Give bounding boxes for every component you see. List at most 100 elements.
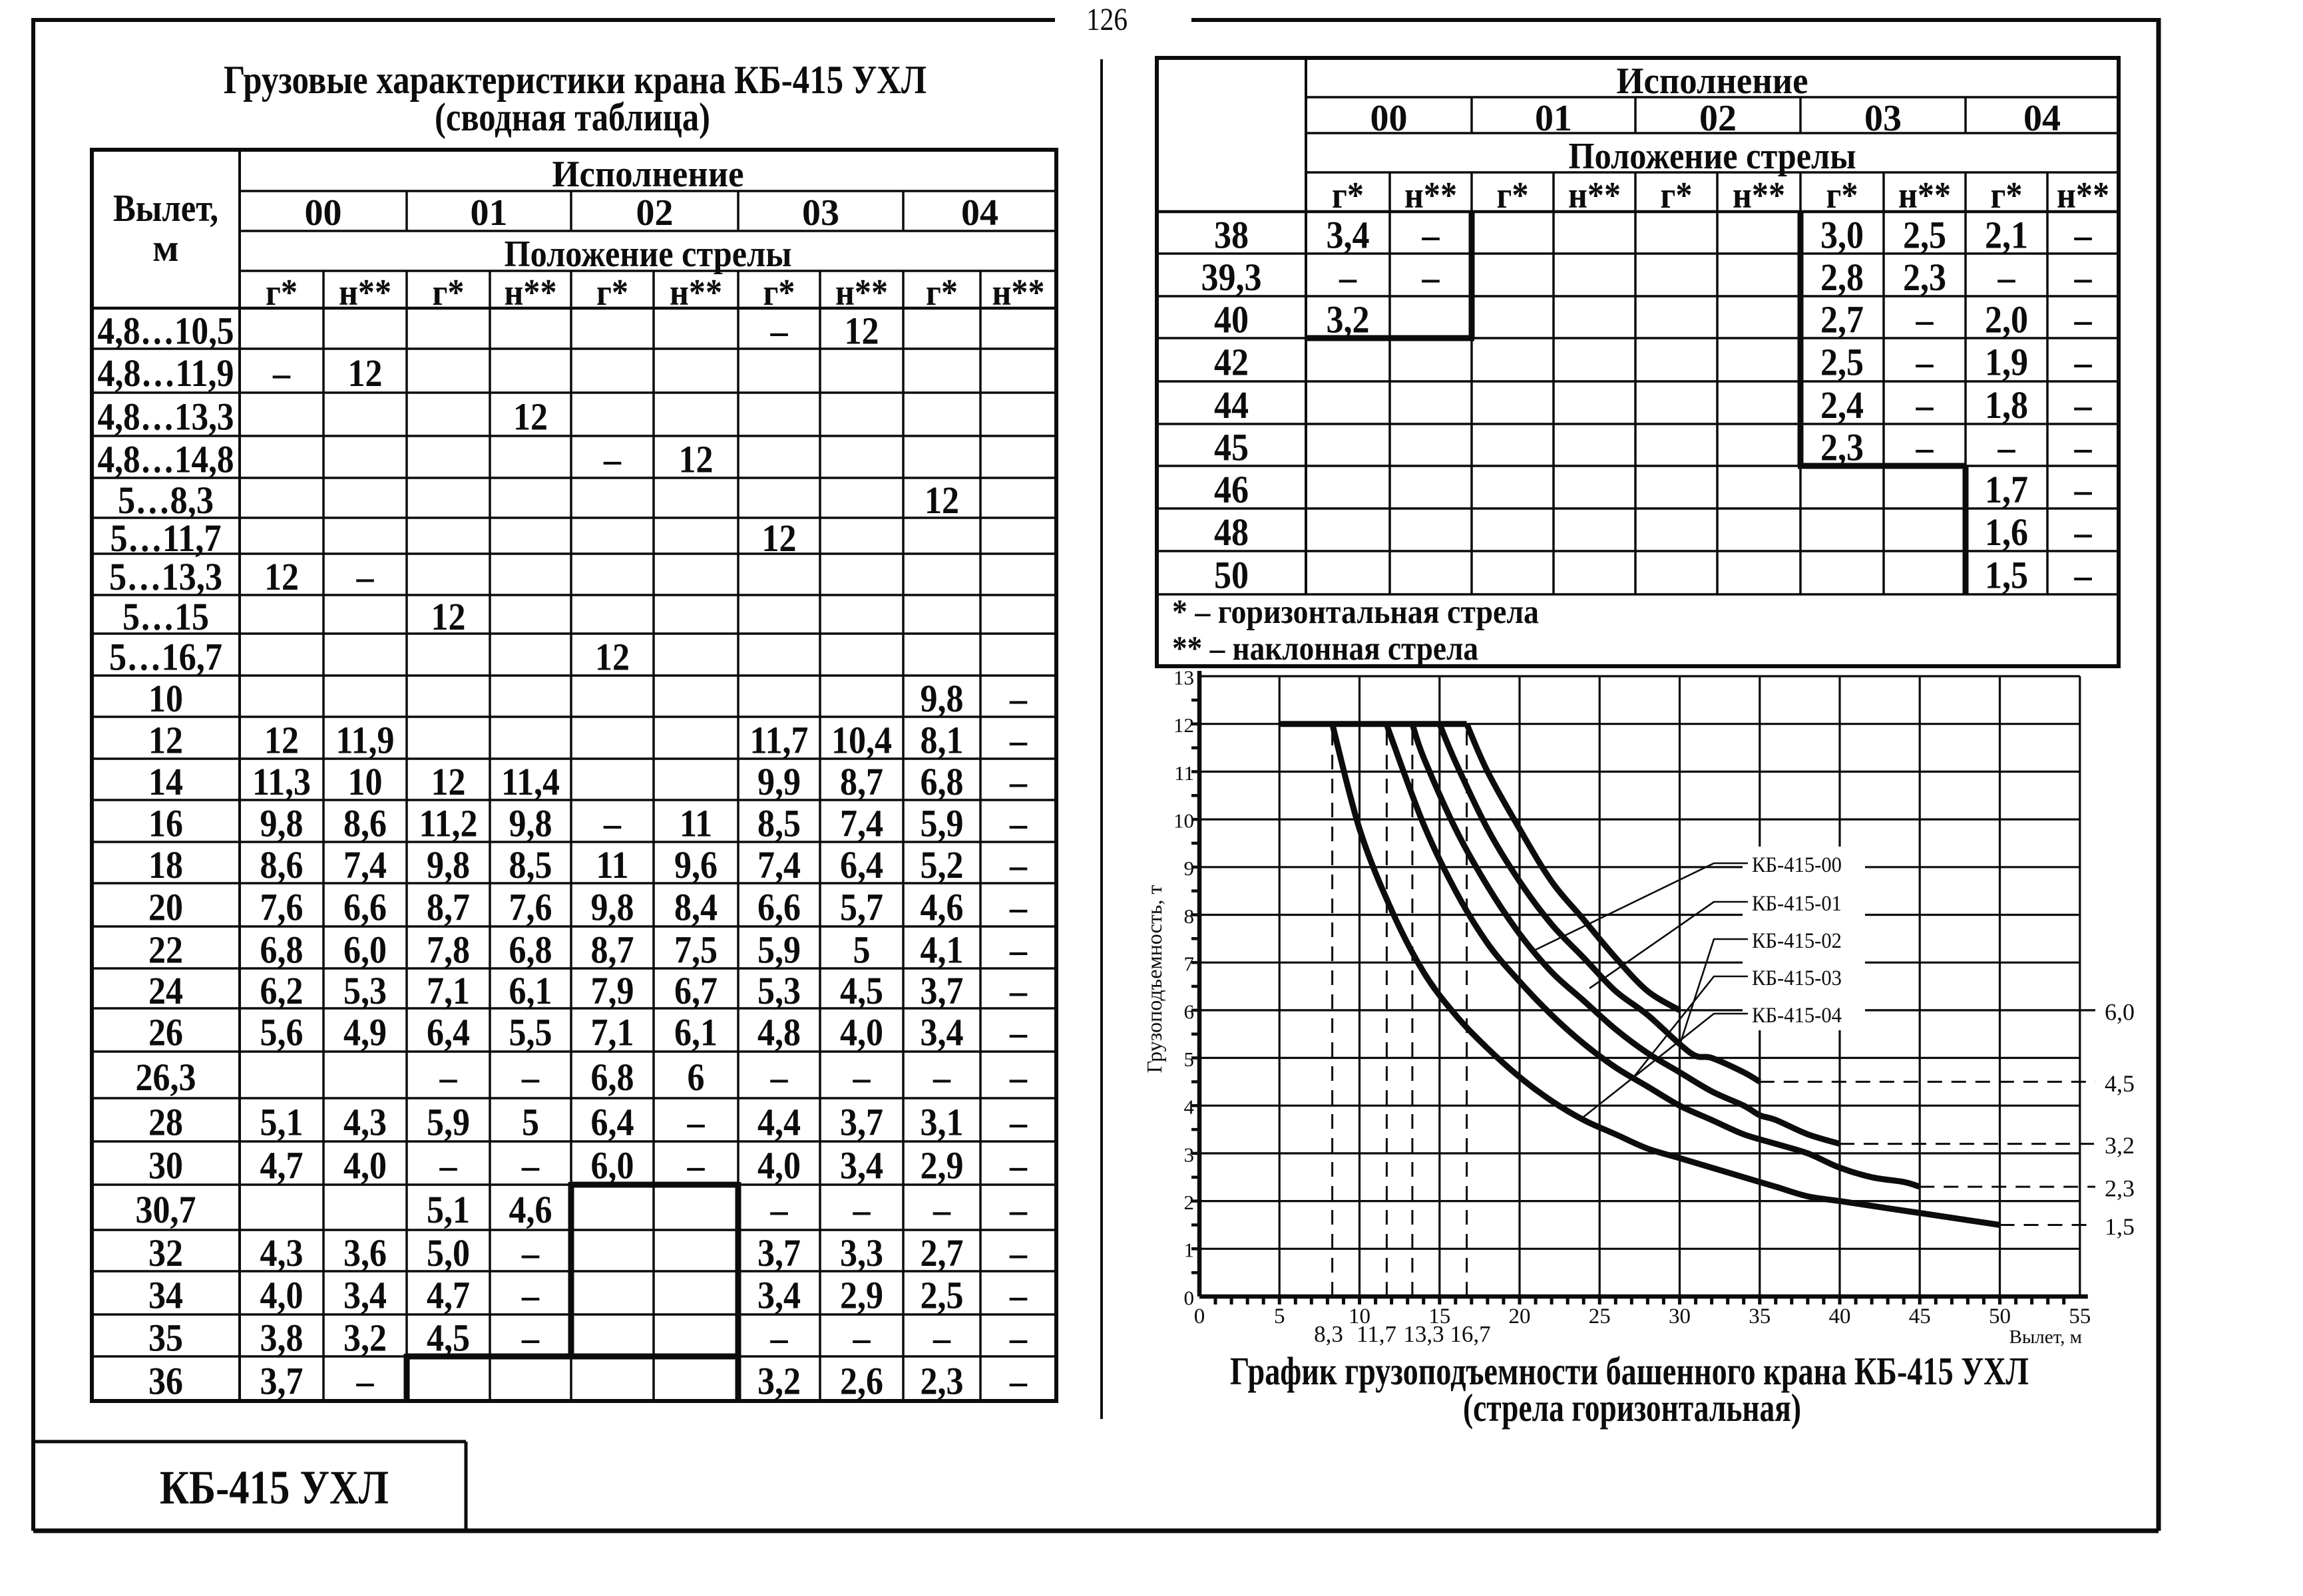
- svg-text:4,6: 4,6: [509, 1188, 552, 1231]
- svg-text:–: –: [603, 438, 622, 481]
- svg-text:3,4: 3,4: [840, 1144, 883, 1187]
- svg-text:г*: г*: [1661, 175, 1693, 216]
- svg-text:26,3: 26,3: [136, 1056, 196, 1099]
- svg-text:50: 50: [1214, 554, 1249, 597]
- svg-text:30: 30: [1669, 1304, 1691, 1328]
- svg-text:01: 01: [471, 192, 508, 234]
- svg-text:5,2: 5,2: [921, 843, 964, 887]
- svg-text:5,3: 5,3: [343, 969, 387, 1012]
- svg-text:11,7: 11,7: [1357, 1321, 1396, 1347]
- svg-text:–: –: [1009, 969, 1028, 1012]
- svg-text:28: 28: [148, 1101, 183, 1144]
- svg-text:–: –: [1422, 256, 1440, 299]
- svg-text:7,6: 7,6: [509, 886, 552, 929]
- svg-text:–: –: [356, 555, 375, 598]
- svg-text:45: 45: [1214, 426, 1249, 469]
- svg-text:2,5: 2,5: [1820, 341, 1864, 384]
- svg-text:8,6: 8,6: [260, 843, 304, 887]
- svg-text:(стрела горизонтальная): (стрела горизонтальная): [1463, 1386, 1801, 1430]
- svg-text:(сводная таблица): (сводная таблица): [435, 95, 710, 139]
- svg-text:КБ-415 УХЛ: КБ-415 УХЛ: [160, 1461, 389, 1514]
- svg-text:3,2: 3,2: [2105, 1132, 2135, 1159]
- svg-text:–: –: [1009, 1188, 1028, 1231]
- svg-text:–: –: [439, 1144, 458, 1187]
- svg-text:35: 35: [1749, 1304, 1771, 1328]
- svg-text:6,0: 6,0: [591, 1144, 634, 1187]
- svg-text:14: 14: [148, 760, 183, 803]
- svg-text:4,8: 4,8: [757, 1011, 801, 1054]
- svg-text:12: 12: [679, 438, 714, 481]
- svg-text:13: 13: [1173, 666, 1194, 689]
- svg-text:2,1: 2,1: [1985, 214, 2028, 257]
- svg-text:–: –: [2074, 214, 2093, 257]
- svg-text:–: –: [2074, 341, 2093, 384]
- svg-text:3,1: 3,1: [921, 1101, 964, 1144]
- svg-text:7,8: 7,8: [427, 928, 470, 972]
- svg-text:г*: г*: [1991, 175, 2023, 216]
- svg-text:12: 12: [264, 555, 299, 598]
- svg-text:02: 02: [636, 192, 674, 234]
- svg-text:13,3: 13,3: [1403, 1321, 1444, 1347]
- svg-text:9,8: 9,8: [509, 802, 552, 845]
- svg-text:5,5: 5,5: [509, 1011, 552, 1054]
- svg-text:–: –: [1009, 1360, 1028, 1403]
- svg-text:11,9: 11,9: [336, 719, 395, 762]
- svg-text:–: –: [439, 1056, 458, 1099]
- svg-text:–: –: [521, 1274, 540, 1317]
- svg-text:8,4: 8,4: [674, 886, 718, 929]
- svg-text:6,2: 6,2: [260, 969, 304, 1012]
- svg-text:03: 03: [1864, 98, 1902, 139]
- svg-text:9,6: 9,6: [674, 843, 718, 887]
- svg-text:2,5: 2,5: [921, 1274, 964, 1317]
- svg-text:9,8: 9,8: [260, 802, 304, 845]
- svg-text:–: –: [1009, 1011, 1028, 1054]
- svg-text:2,3: 2,3: [1903, 256, 1946, 299]
- svg-text:–: –: [687, 1144, 706, 1187]
- svg-text:25: 25: [1589, 1304, 1611, 1328]
- svg-text:3,4: 3,4: [921, 1011, 964, 1054]
- svg-text:2,4: 2,4: [1820, 383, 1864, 427]
- svg-text:5,3: 5,3: [757, 969, 801, 1012]
- svg-text:3,7: 3,7: [260, 1360, 304, 1403]
- svg-text:4,1: 4,1: [921, 928, 964, 972]
- svg-text:5: 5: [1184, 1048, 1195, 1071]
- svg-text:55: 55: [2069, 1304, 2091, 1328]
- svg-text:6: 6: [688, 1056, 705, 1099]
- svg-text:39,3: 39,3: [1201, 256, 1262, 299]
- svg-text:4,6: 4,6: [921, 886, 964, 929]
- svg-text:11,2: 11,2: [419, 802, 478, 845]
- svg-text:32: 32: [148, 1231, 183, 1275]
- svg-text:8,7: 8,7: [840, 760, 883, 803]
- svg-text:–: –: [521, 1231, 540, 1275]
- svg-text:34: 34: [148, 1274, 183, 1317]
- svg-text:8,6: 8,6: [343, 802, 387, 845]
- svg-text:45: 45: [1909, 1304, 1931, 1328]
- svg-text:–: –: [1009, 843, 1028, 887]
- svg-text:–: –: [1009, 760, 1028, 803]
- svg-text:12: 12: [348, 351, 383, 395]
- svg-text:–: –: [356, 1360, 375, 1403]
- svg-text:9,9: 9,9: [757, 760, 801, 803]
- svg-text:н**: н**: [992, 272, 1045, 313]
- svg-text:5…11,7: 5…11,7: [110, 516, 222, 560]
- svg-text:3,7: 3,7: [840, 1101, 883, 1144]
- svg-text:–: –: [521, 1056, 540, 1099]
- svg-text:12: 12: [925, 479, 959, 522]
- svg-text:12: 12: [1173, 713, 1194, 737]
- svg-text:4,0: 4,0: [757, 1144, 801, 1187]
- svg-text:г*: г*: [266, 272, 298, 313]
- svg-text:3,2: 3,2: [757, 1360, 801, 1403]
- svg-text:5,7: 5,7: [840, 886, 883, 929]
- svg-text:г*: г*: [763, 272, 795, 313]
- svg-text:7,1: 7,1: [591, 1011, 634, 1054]
- svg-text:8,1: 8,1: [921, 719, 964, 762]
- svg-text:36: 36: [148, 1360, 183, 1403]
- svg-text:5,6: 5,6: [260, 1011, 304, 1054]
- svg-text:10: 10: [1173, 809, 1194, 833]
- svg-text:0: 0: [1194, 1304, 1205, 1328]
- svg-text:5…13,3: 5…13,3: [109, 555, 222, 598]
- svg-text:г*: г*: [433, 272, 465, 313]
- svg-text:48: 48: [1214, 510, 1249, 554]
- svg-text:г*: г*: [1826, 175, 1858, 216]
- svg-text:н**: н**: [339, 272, 391, 313]
